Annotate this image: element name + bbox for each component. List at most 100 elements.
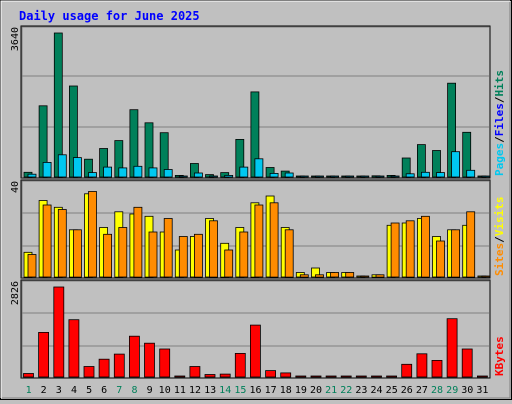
x-tick-label-day-24: 24 [370,385,382,396]
bar-files-day-19 [299,175,309,178]
bar-kbytes-day-4 [68,319,80,378]
bar-kbytes-day-25 [386,375,398,378]
bar-files-day-8 [133,165,143,178]
bar-sites-day-2 [42,204,52,278]
bar-sites-day-11 [178,236,188,278]
bar-files-day-1 [27,173,37,178]
bar-kbytes-day-8 [128,335,140,378]
x-tick-label-day-11: 11 [174,385,186,396]
bar-sites-day-22 [345,272,355,278]
legend-item-sep: / [493,236,506,243]
bar-sites-day-7 [118,227,128,278]
bar-files-day-29 [451,151,461,178]
legend-item-sep: / [493,96,506,103]
legend-item-sep: / [493,136,506,143]
bar-files-day-24 [375,175,385,178]
bar-files-day-3 [57,154,67,178]
bar-kbytes-day-22 [340,375,352,378]
bar-files-day-20 [315,175,324,178]
chart-panel-visits-sites: 40 Sites/Visits [10,179,506,279]
x-tick-label-day-4: 4 [71,385,77,396]
legend-top: Pages/Files/Hits [493,70,506,176]
bar-kbytes-day-21 [325,375,337,378]
bar-sites-day-15 [239,231,249,278]
bar-sites-day-19 [299,274,309,278]
bar-sites-day-12 [193,233,203,278]
x-tick-label-day-13: 13 [204,385,216,396]
bar-files-day-2 [42,161,52,178]
bar-sites-day-1 [27,254,37,278]
bar-files-day-18 [284,172,294,178]
bar-sites-day-28 [436,240,445,278]
bar-files-day-15 [239,166,249,178]
x-tick-label-day-20: 20 [310,385,322,396]
bar-kbytes-day-24 [371,375,382,378]
bar-sites-day-4 [73,229,82,278]
x-tick-label-day-22: 22 [340,385,352,396]
bar-kbytes-day-1 [23,373,34,378]
bar-files-day-17 [269,172,279,178]
x-tick-label-day-14: 14 [219,385,231,396]
bar-files-day-14 [224,174,234,178]
bar-kbytes-day-10 [159,348,171,378]
bar-kbytes-day-18 [280,372,292,378]
bar-kbytes-day-12 [189,366,201,378]
bar-files-day-27 [420,171,430,178]
bar-files-day-28 [436,172,445,178]
bar-kbytes-day-6 [98,358,110,378]
bar-kbytes-day-3 [53,286,65,378]
bar-files-day-23 [360,175,370,178]
legend-item-hits: Hits [493,70,506,97]
y-max-label: 40 [10,181,21,193]
bar-kbytes-day-17 [265,370,277,378]
bar-kbytes-day-27 [416,353,428,378]
bar-sites-day-24 [375,274,385,278]
legend-item-visits: Visits [493,197,506,237]
bar-files-day-12 [193,172,203,178]
bar-sites-day-21 [330,272,340,278]
frame-shadow [2,2,511,399]
bar-files-day-13 [209,175,218,178]
x-tick-label-day-6: 6 [101,385,107,396]
bar-sites-day-14 [224,249,234,278]
chart-panel-hits-files: 3640 Pages/Files/Hits [10,25,506,179]
y-max-label: 3640 [10,27,21,51]
bar-files-day-16 [254,158,264,178]
bar-kbytes-day-7 [113,353,125,378]
bar-files-day-7 [118,167,128,178]
legend-item-sites: Sites [493,243,506,276]
bar-sites-day-30 [466,211,476,278]
bar-files-day-9 [148,167,158,178]
bar-kbytes-day-30 [461,348,473,378]
x-tick-label-day-23: 23 [355,385,367,396]
x-tick-label-day-25: 25 [386,385,398,396]
bar-kbytes-day-19 [295,375,307,378]
bar-files-day-5 [88,172,97,178]
bar-kbytes-day-28 [431,359,443,378]
bar-sites-day-5 [88,191,97,278]
bar-kbytes-day-31 [476,375,488,378]
x-tick-label-day-28: 28 [431,385,443,396]
bar-files-day-21 [330,175,340,178]
bar-sites-day-29 [451,229,461,278]
bar-kbytes-day-14 [219,373,231,378]
bar-sites-day-8 [133,206,143,278]
x-tick-label-day-29: 29 [446,385,458,396]
x-tick-label-day-12: 12 [189,385,201,396]
bar-kbytes-day-20 [310,375,322,378]
bar-sites-day-16 [254,204,264,278]
x-tick-label-day-10: 10 [159,385,171,396]
x-tick-label-day-26: 26 [401,385,413,396]
x-tick-label-day-18: 18 [280,385,292,396]
bar-sites-day-10 [163,218,173,278]
bar-files-day-22 [345,175,355,178]
bar-sites-day-25 [390,222,400,278]
x-tick-label-day-17: 17 [265,385,277,396]
bar-kbytes-day-2 [38,331,49,378]
x-tick-label-day-7: 7 [116,385,122,396]
bar-files-day-4 [73,157,82,178]
x-tick-label-day-19: 19 [295,385,307,396]
x-tick-label-day-5: 5 [86,385,92,396]
